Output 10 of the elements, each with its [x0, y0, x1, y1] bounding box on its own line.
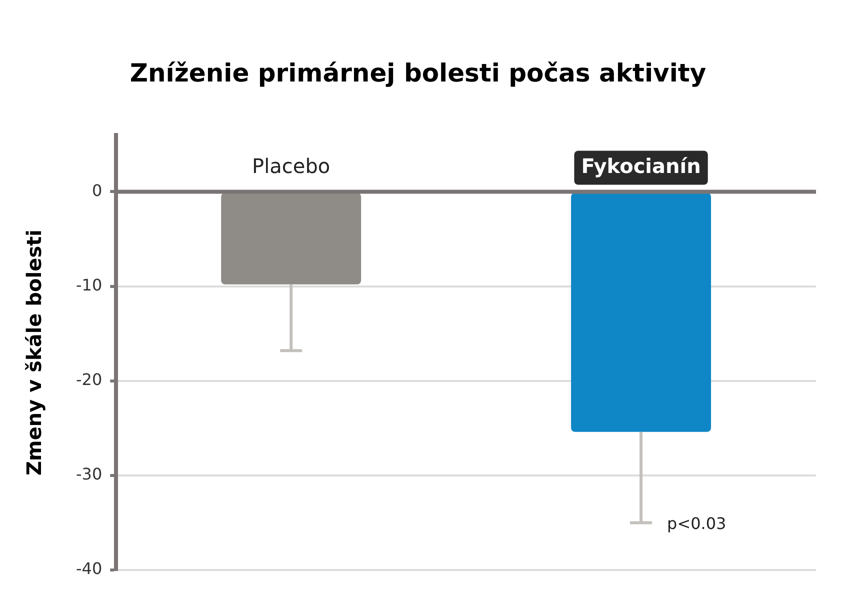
y-tick-label: -10 — [76, 275, 102, 294]
y-tick-label: -20 — [76, 370, 102, 390]
x-tick-label: Fykocianín — [581, 154, 701, 178]
x-tick-label: Placebo — [252, 154, 330, 178]
y-tick-label: 0 — [92, 180, 102, 200]
annotation: p<0.03 — [667, 514, 726, 533]
y-tick-label: -40 — [76, 559, 102, 578]
y-axis-title: Zmeny v škále bolesti — [22, 229, 46, 476]
chart-title: Zníženie primárnej bolesti počas aktivity — [130, 58, 706, 88]
y-tick-label: -30 — [76, 464, 102, 484]
